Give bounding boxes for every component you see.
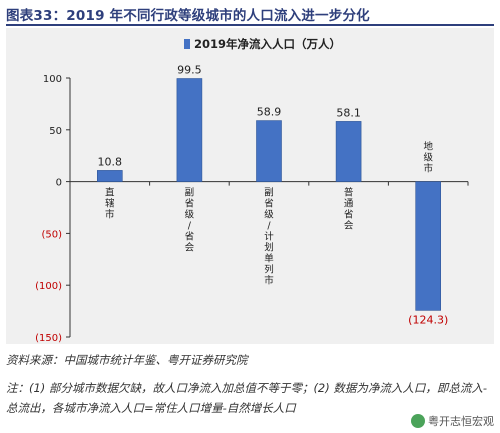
category-label-char: 会 (185, 242, 195, 254)
legend-swatch (184, 39, 190, 49)
y-tick-label: 0 (56, 178, 62, 189)
data-label: 10.8 (98, 155, 123, 168)
category-label-char: 省 (185, 231, 195, 243)
data-label: 58.1 (336, 106, 361, 119)
title-underline (6, 24, 494, 26)
y-tick-label: 50 (49, 126, 62, 137)
category-label-char: / (188, 221, 192, 232)
category-label-char: 级 (423, 152, 433, 164)
category-label-char: 市 (423, 163, 433, 175)
category-label-char: 直 (105, 187, 115, 199)
category-label-char: 地 (423, 141, 433, 153)
category-label-char: 会 (344, 220, 354, 232)
legend-label: 2019年净流入人口（万人） (194, 37, 341, 51)
data-label: 58.9 (257, 106, 282, 119)
y-tick-label: (150) (35, 333, 62, 344)
category-label-char: 副 (185, 188, 195, 199)
bar (415, 181, 442, 311)
wechat-icon (411, 414, 425, 428)
bar (176, 78, 203, 182)
note-text: 注：(1) 部分城市数据欠缺，故人口净流入加总值不等于零；(2) 数据为净流入人… (6, 381, 488, 415)
category-label-char: 市 (264, 275, 274, 287)
category-label-char: 省 (264, 198, 274, 210)
category-label-char: 划 (264, 242, 274, 254)
watermark: 粤开志恒宏观 (411, 413, 494, 429)
category-label-char: 单 (264, 253, 274, 265)
category-label-char: 省 (185, 198, 195, 210)
data-label: 99.5 (177, 64, 202, 77)
bar (256, 120, 282, 182)
chart-title: 图表33：2019 年不同行政等级城市的人口流入进一步分化 (6, 8, 370, 24)
source-text: 资料来源：中国城市统计年鉴、粤开证券研究院 (6, 353, 248, 367)
y-tick-label: 100 (43, 74, 62, 85)
chart-panel (6, 28, 494, 344)
category-label-char: 通 (344, 199, 354, 210)
category-label-char: 省 (344, 209, 354, 221)
bar-chart: 2019年净流入人口（万人） 100 50 0 (50) (100) (150) 10.8 直辖… (35, 37, 469, 344)
category-label-char: / (267, 221, 271, 232)
category-label-char: 普 (344, 187, 354, 199)
bar (97, 170, 123, 182)
category-label-char: 副 (264, 188, 274, 199)
y-tick-label: (50) (41, 229, 62, 240)
category-label-char: 市 (105, 209, 115, 221)
category-label-char: 级 (264, 209, 274, 221)
y-tick-label: (100) (35, 281, 62, 292)
category-label-char: 列 (264, 264, 274, 276)
bar (335, 121, 362, 182)
category-label-char: 计 (264, 231, 274, 243)
category-label-char: 级 (185, 209, 195, 221)
category-label-char: 辖 (105, 198, 115, 210)
data-label: (124.3) (408, 313, 448, 326)
watermark-label: 粤开志恒宏观 (428, 415, 494, 428)
